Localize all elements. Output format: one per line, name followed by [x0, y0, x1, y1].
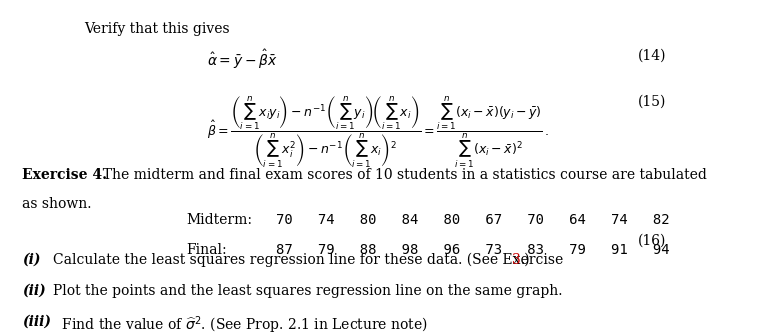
- Text: $\hat{\beta} = \dfrac{\left(\sum_{i=1}^{n} x_i y_i\right) - n^{-1}\left(\sum_{i=: $\hat{\beta} = \dfrac{\left(\sum_{i=1}^{…: [207, 95, 549, 170]
- Text: (i): (i): [22, 253, 41, 267]
- Text: Exercise 4.: Exercise 4.: [22, 168, 107, 182]
- Text: Find the value of $\widehat{\sigma}^2$. (See Prop. 2.1 in Lecture note): Find the value of $\widehat{\sigma}^2$. …: [53, 315, 428, 335]
- Text: Final:: Final:: [186, 243, 227, 257]
- Text: Calculate the least squares regression line for these data. (See Exercise: Calculate the least squares regression l…: [53, 253, 567, 267]
- Text: .): .): [520, 253, 530, 267]
- Text: Verify that this gives: Verify that this gives: [83, 22, 229, 36]
- Text: $\hat{\alpha} = \bar{y} - \hat{\beta}\bar{x}$: $\hat{\alpha} = \bar{y} - \hat{\beta}\ba…: [207, 48, 277, 71]
- Text: Plot the points and the least squares regression line on the same graph.: Plot the points and the least squares re…: [53, 284, 562, 298]
- Text: 70   74   80   84   80   67   70   64   74   82: 70 74 80 84 80 67 70 64 74 82: [276, 213, 669, 227]
- Text: 87   79   88   98   96   73   83   79   91   94: 87 79 88 98 96 73 83 79 91 94: [276, 243, 669, 257]
- Text: as shown.: as shown.: [22, 197, 91, 211]
- Text: (14): (14): [638, 48, 666, 62]
- Text: (iii): (iii): [22, 315, 51, 328]
- Text: (15): (15): [638, 95, 666, 109]
- Text: 3: 3: [512, 253, 521, 267]
- Text: (ii): (ii): [22, 284, 46, 298]
- Text: The midterm and final exam scores of 10 students in a statistics course are tabu: The midterm and final exam scores of 10 …: [94, 168, 707, 182]
- Text: Midterm:: Midterm:: [186, 213, 252, 227]
- Text: (16): (16): [638, 234, 666, 248]
